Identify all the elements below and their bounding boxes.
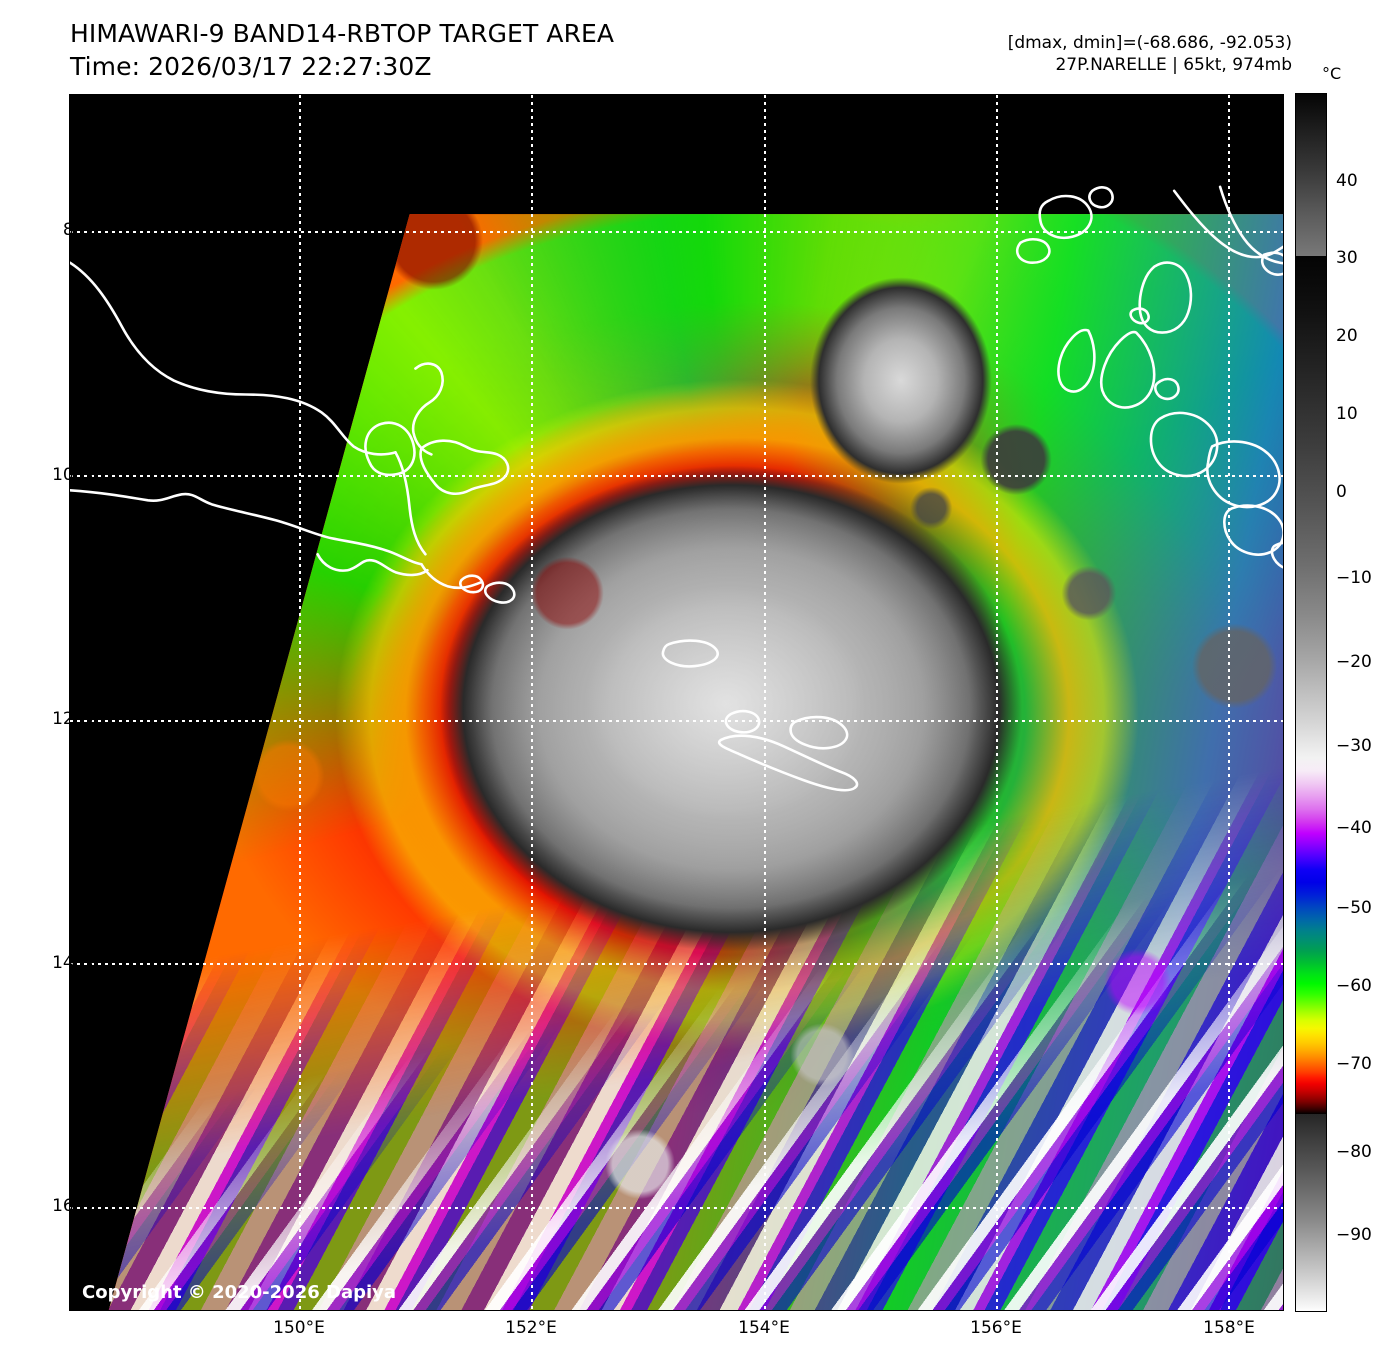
colorbar-unit-label: °C [1322, 64, 1342, 83]
dmax-dmin-label: [dmax, dmin]=(-68.686, -92.053) [1007, 33, 1292, 53]
page-title: HIMAWARI-9 BAND14-RBTOP TARGET AREA Time… [70, 18, 614, 83]
colorbar-tick-m20: −20 [1336, 652, 1372, 672]
colorbar[interactable] [1296, 94, 1326, 1311]
colorbar-tick-m10: −10 [1336, 568, 1372, 588]
xtick-152e: 152°E [505, 1318, 557, 1338]
xtick-150e: 150°E [273, 1318, 325, 1338]
satellite-data-swath [108, 214, 1283, 1310]
colorbar-tick-m60: −60 [1336, 976, 1372, 996]
ytick-14s: 14°S [52, 953, 93, 973]
storm-info-label: 27P.NARELLE | 65kt, 974mb [1055, 55, 1292, 76]
ytick-10s: 10°S [52, 465, 93, 485]
satellite-image-plot[interactable]: Copyright © 2020-2026 Dapiya [69, 94, 1284, 1311]
colorbar-segment-warm-gray [1296, 94, 1326, 256]
colorbar-tick-40: 40 [1336, 171, 1358, 191]
xtick-158e: 158°E [1203, 1318, 1255, 1338]
timestamp: Time: 2026/03/17 22:27:30Z [70, 51, 432, 81]
colorbar-tick-30: 30 [1336, 248, 1358, 268]
colorbar-tick-20: 20 [1336, 326, 1358, 346]
ytick-8s: 8°S [62, 220, 93, 240]
colorbar-segment-cold-gray [1296, 1114, 1326, 1311]
colorbar-tick-m80: −80 [1336, 1142, 1372, 1162]
cloud-texture-mottle [108, 214, 1283, 1310]
colorbar-tick-10: 10 [1336, 404, 1358, 424]
colorbar-tick-m90: −90 [1336, 1225, 1372, 1245]
metadata-block: [dmax, dmin]=(-68.686, -92.053) 27P.NARE… [1008, 32, 1292, 76]
product-title: HIMAWARI-9 BAND14-RBTOP TARGET AREA [70, 19, 615, 48]
ytick-12s: 12°S [52, 709, 93, 729]
xtick-156e: 156°E [970, 1318, 1022, 1338]
copyright-notice: Copyright © 2020-2026 Dapiya [82, 1282, 397, 1303]
colorbar-segment-rainbow [1296, 256, 1326, 1114]
xtick-154e: 154°E [738, 1318, 790, 1338]
ytick-16s: 16°S [52, 1196, 93, 1216]
colorbar-tick-m40: −40 [1336, 818, 1372, 838]
colorbar-tick-0: 0 [1336, 482, 1347, 502]
colorbar-tick-m70: −70 [1336, 1054, 1372, 1074]
colorbar-tick-m30: −30 [1336, 736, 1372, 756]
colorbar-tick-m50: −50 [1336, 898, 1372, 918]
